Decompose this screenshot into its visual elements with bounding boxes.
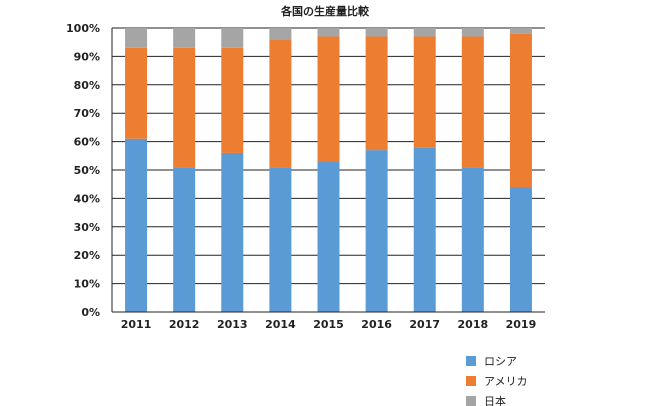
x-tick-label: 2012 [169, 318, 200, 331]
legend-label: アメリカ [484, 375, 527, 388]
y-tick-label: 0% [81, 306, 100, 319]
legend-swatch [466, 376, 476, 386]
bar-segment [365, 28, 388, 37]
bar-segment [461, 28, 484, 37]
bar-segment [269, 167, 292, 312]
bar-segment [509, 187, 532, 312]
legend-label: ロシア [484, 355, 517, 368]
bar-segment [125, 47, 148, 139]
bar-segment [221, 152, 244, 312]
y-tick-label: 30% [74, 221, 100, 234]
y-tick-label: 50% [74, 164, 100, 177]
y-tick-label: 60% [74, 136, 100, 149]
x-tick-label: 2014 [265, 318, 296, 331]
bar-segment [365, 36, 388, 151]
chart-title: 各国の生産量比較 [280, 4, 370, 18]
bar-segment [509, 28, 532, 34]
bar-segment [461, 167, 484, 312]
legend-swatch [466, 396, 476, 406]
axes [111, 28, 545, 313]
legend-swatch [466, 356, 476, 366]
bar-segment [317, 36, 340, 162]
bars [125, 28, 532, 312]
y-tick-label: 10% [74, 278, 100, 291]
bar-segment [269, 39, 292, 168]
bar-segment [173, 28, 196, 48]
y-tick-label: 100% [66, 22, 100, 35]
bar-segment [125, 138, 148, 312]
bar-segment [317, 28, 340, 37]
x-axis-ticks: 2011 2012 2013 2014 2015 2016 2017 2018 2019 [121, 318, 537, 331]
bar-segment [269, 28, 292, 40]
y-tick-label: 20% [74, 249, 100, 262]
x-tick-label: 2015 [313, 318, 344, 331]
bar-segment [173, 167, 196, 312]
y-axis-ticks: 0% 10% 20% 30% 40% 50% 60% 70% 80% 90% 100% [66, 22, 100, 319]
y-tick-label: 80% [74, 79, 100, 92]
bar-segment [173, 47, 196, 168]
legend-label: 日本 [484, 394, 506, 406]
bar-segment [221, 47, 244, 153]
x-tick-label: 2011 [121, 318, 152, 331]
bar-segment [365, 150, 388, 312]
bar-segment [413, 36, 436, 148]
bar-segment [317, 161, 340, 312]
x-tick-label: 2013 [217, 318, 248, 331]
x-tick-label: 2019 [506, 318, 537, 331]
bar-segment [413, 147, 436, 312]
bar-segment [413, 28, 436, 37]
bar-segment [509, 33, 532, 188]
x-tick-label: 2018 [458, 318, 489, 331]
y-tick-label: 40% [74, 192, 100, 205]
y-tick-label: 70% [74, 107, 100, 120]
x-tick-label: 2016 [361, 318, 392, 331]
bar-segment [125, 28, 148, 48]
y-tick-label: 90% [74, 50, 100, 63]
bar-segment [221, 28, 244, 48]
x-tick-label: 2017 [409, 318, 440, 331]
bar-segment [461, 36, 484, 168]
